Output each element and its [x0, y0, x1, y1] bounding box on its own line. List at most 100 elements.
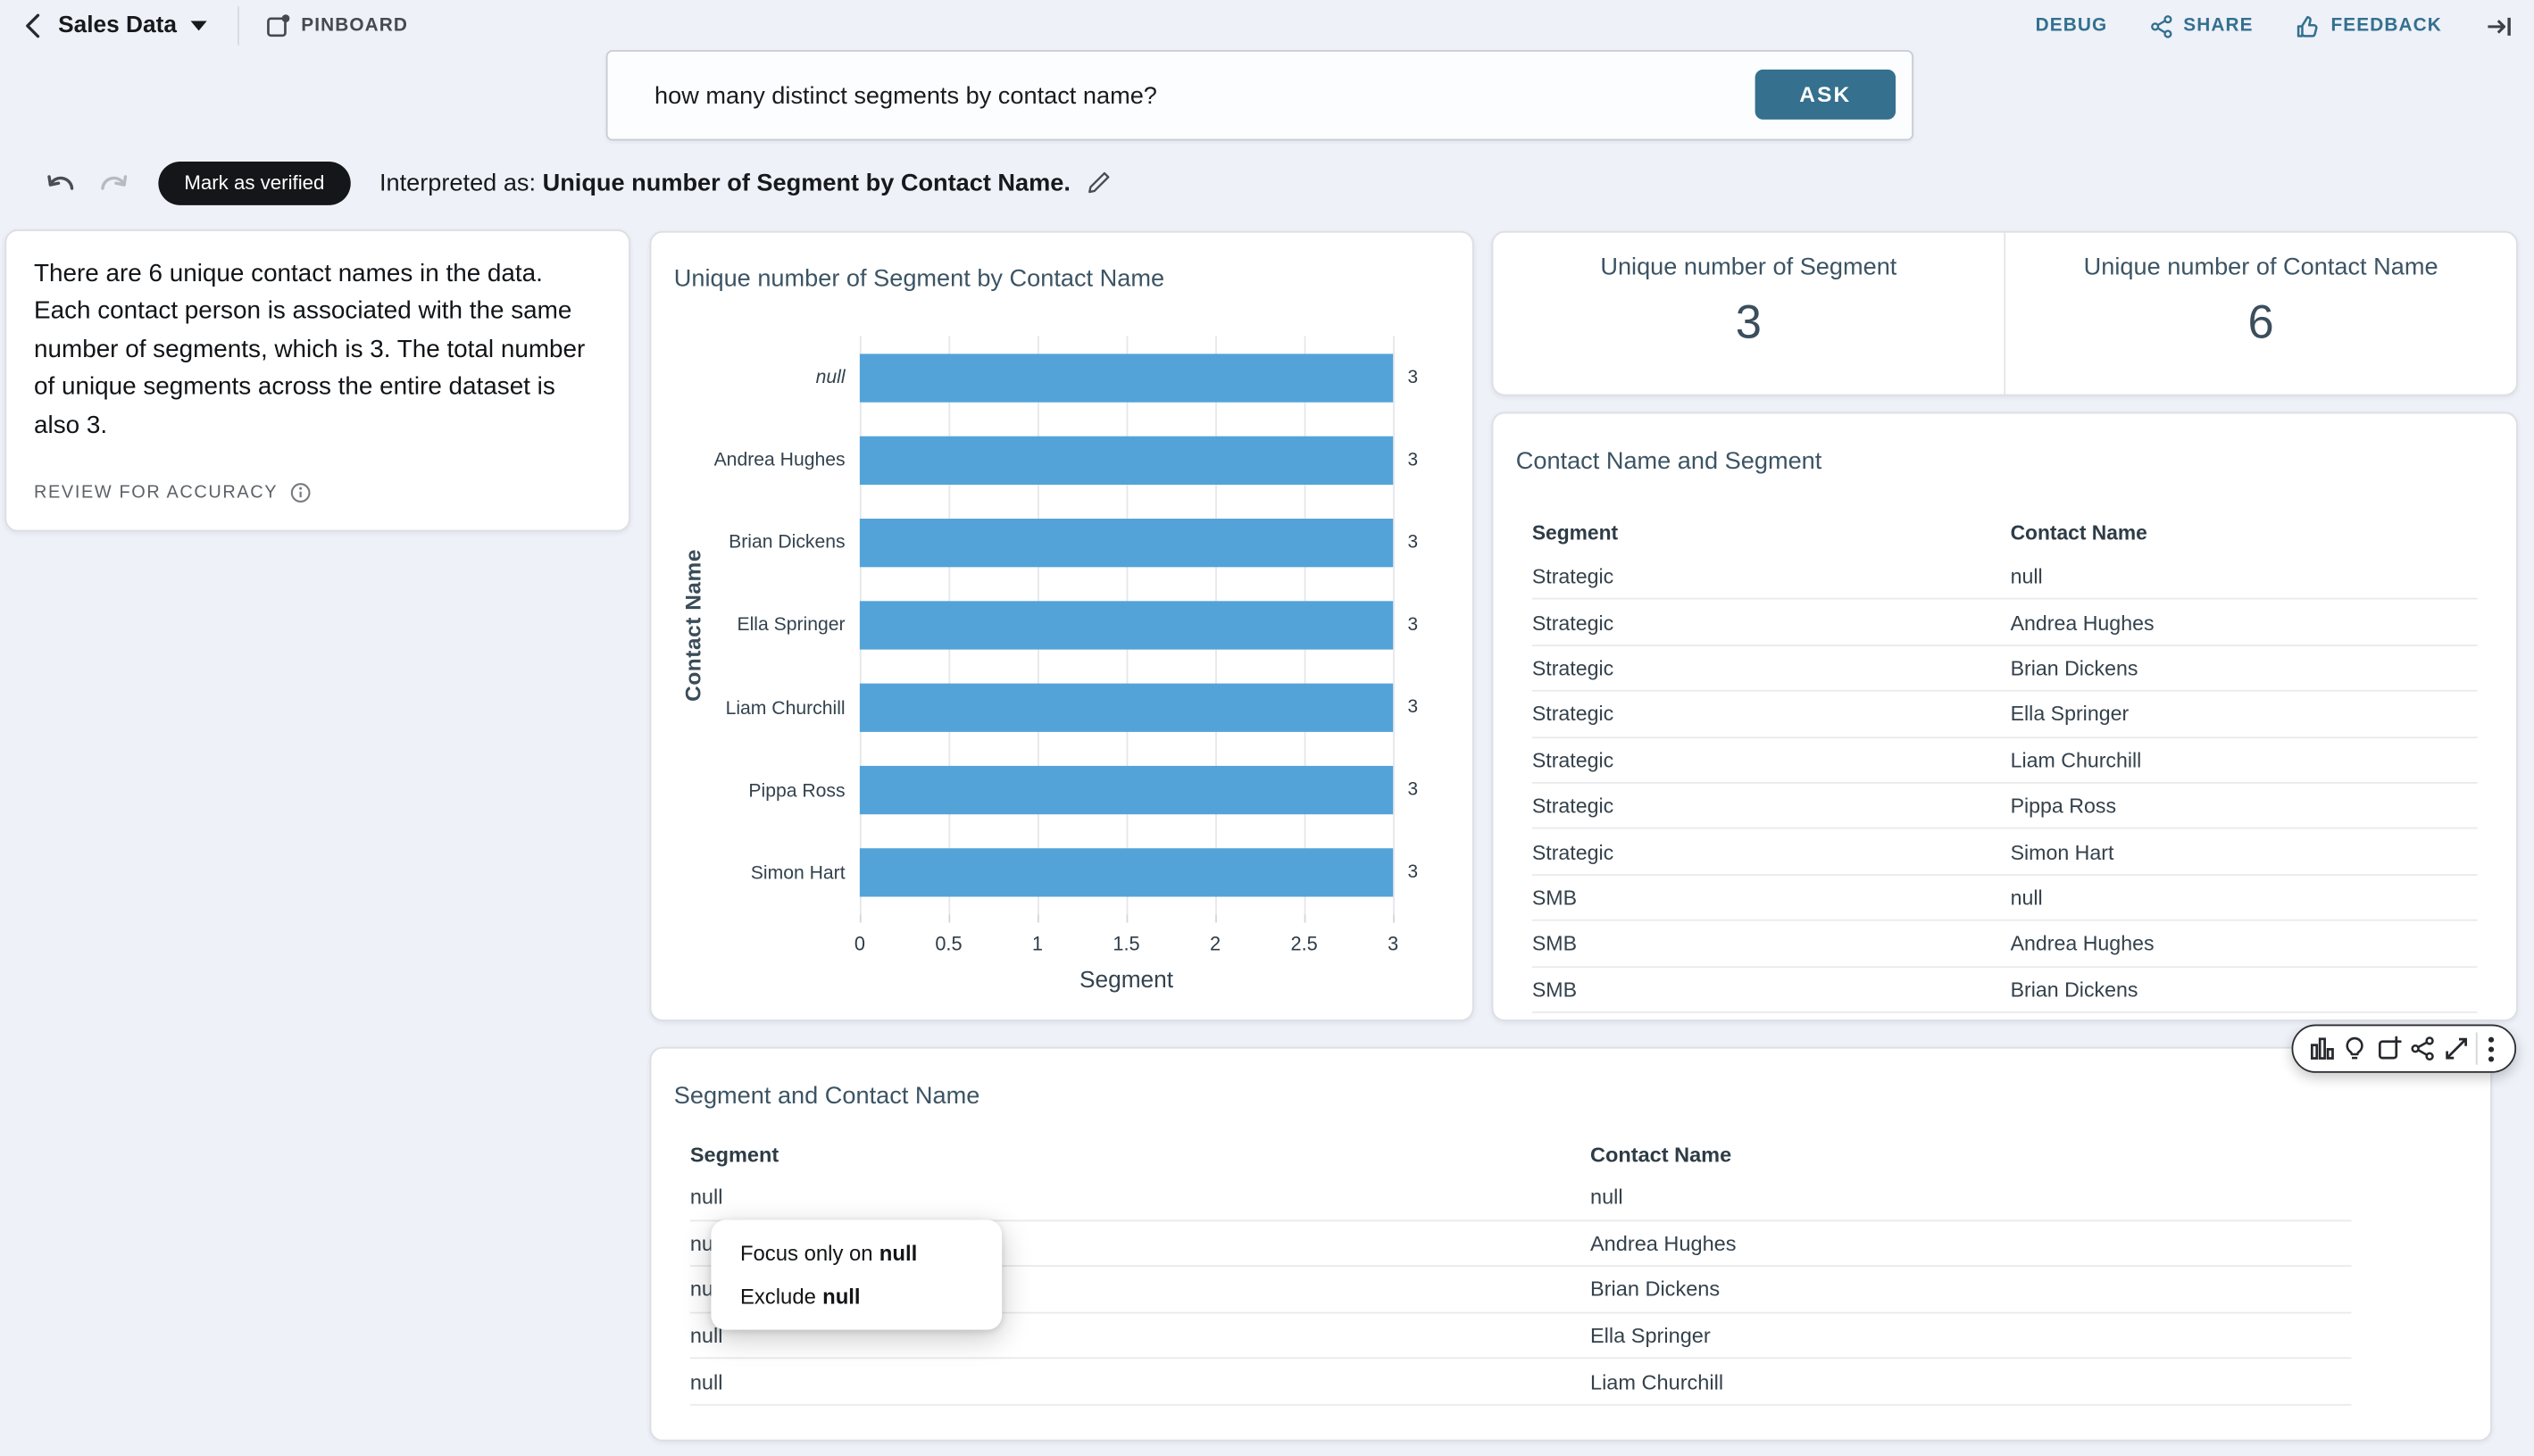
bar[interactable]: [859, 601, 1394, 650]
table-cell: Ella Springer: [1589, 1323, 1711, 1348]
bar-row: Pippa Ross 3: [748, 749, 1418, 832]
bar-row: Brian Dickens 3: [729, 502, 1418, 585]
feedback-button[interactable]: FEEDBACK: [2296, 12, 2442, 38]
table-cell: null: [689, 1369, 723, 1394]
category-label: Brian Dickens: [729, 532, 846, 553]
kpi-value: 6: [2247, 297, 2274, 349]
bar[interactable]: [859, 518, 1394, 567]
table-cell: Andrea Hughes: [2010, 610, 2155, 635]
kpi-card: Unique number of Segment 3 Unique number o…: [1491, 230, 2518, 396]
table-cell: Strategic: [1531, 702, 1614, 727]
table-row[interactable]: null null: [689, 1175, 2352, 1221]
bar[interactable]: [859, 683, 1394, 732]
column-header[interactable]: Contact Name: [1589, 1141, 1732, 1166]
x-tick-label: 1.5: [1113, 932, 1140, 955]
debug-button[interactable]: DEBUG: [2036, 16, 2108, 36]
x-tickmark: [1304, 914, 1306, 923]
x-tickmark: [1037, 914, 1039, 923]
column-header[interactable]: Contact Name: [2010, 521, 2147, 545]
caret-down-icon[interactable]: [189, 20, 209, 32]
chart-type-button[interactable]: [2308, 1035, 2336, 1062]
bar-value-label: 3: [1407, 450, 1419, 470]
table-row[interactable]: Strategic Pippa Ross: [1531, 784, 2478, 830]
bar-value-label: 3: [1407, 615, 1419, 636]
back-button[interactable]: [13, 4, 54, 46]
column-header[interactable]: Segment: [1531, 521, 1619, 545]
bar-row: Simon Hart 3: [751, 832, 1418, 915]
pin-to-board-button[interactable]: [2375, 1035, 2403, 1062]
interpreted-query: Unique number of Segment by Contact Name…: [542, 169, 1071, 196]
menu-item-focus-only[interactable]: Focus only on null: [739, 1241, 918, 1266]
undo-button[interactable]: [42, 163, 80, 202]
x-tickmark: [948, 914, 951, 923]
bar-plot: Segment 0 0.5 1 1.5 2 2.5 3 null 3 Andrea Hughes 3…: [714, 336, 1418, 994]
column-header[interactable]: Segment: [689, 1141, 779, 1166]
table-row[interactable]: null Ella Springer: [689, 1313, 2352, 1360]
share-viz-button[interactable]: [2409, 1035, 2437, 1062]
category-label: Andrea Hughes: [713, 449, 846, 471]
category-label: Ella Springer: [737, 614, 846, 636]
x-tickmark: [1215, 914, 1217, 923]
info-icon[interactable]: [289, 481, 312, 503]
pinboard-button[interactable]: PINBOARD: [265, 12, 408, 38]
collapse-panel-button[interactable]: [2484, 12, 2513, 41]
table-row[interactable]: Strategic Liam Churchill: [1531, 737, 2478, 784]
search-input[interactable]: [654, 51, 1560, 139]
share-icon: [2151, 14, 2172, 37]
ask-button[interactable]: ASK: [1755, 69, 1896, 120]
table-cell: Strategic: [1531, 655, 1614, 680]
table-row[interactable]: Strategic Andrea Hughes: [1531, 600, 2478, 646]
bar[interactable]: [859, 848, 1394, 897]
share-button[interactable]: SHARE: [2149, 13, 2253, 37]
edit-interpretation-button[interactable]: [1085, 168, 1114, 197]
redo-button[interactable]: [94, 163, 132, 202]
table-row[interactable]: SMB null: [1531, 876, 2478, 921]
menu-item-exclude[interactable]: Exclude null: [739, 1284, 861, 1310]
feedback-label: FEEDBACK: [2330, 16, 2442, 36]
chart-title: Unique number of Segment by Contact Name: [673, 264, 1165, 293]
x-tick-label: 0: [854, 932, 865, 955]
table-cell: null: [1589, 1185, 1623, 1210]
table-row[interactable]: SMB Andrea Hughes: [1531, 921, 2478, 968]
edit-pencil-icon: [1088, 171, 1111, 194]
bar[interactable]: [859, 436, 1394, 485]
bar[interactable]: [859, 766, 1394, 815]
table-row[interactable]: null Liam Churchill: [689, 1360, 2352, 1406]
insights-button[interactable]: [2341, 1035, 2369, 1062]
table-row[interactable]: Strategic Simon Hart: [1531, 829, 2478, 876]
contact-segment-table-card: Contact Name and Segment Segment Contact …: [1491, 412, 2518, 1021]
table-cell: Liam Churchill: [2010, 747, 2142, 772]
back-chevron-icon: [26, 13, 40, 38]
bar-value-label: 3: [1407, 863, 1419, 883]
undo-icon: [47, 175, 74, 190]
bar[interactable]: [859, 353, 1394, 402]
table-row[interactable]: Strategic Brian Dickens: [1531, 646, 2478, 692]
table-row[interactable]: Strategic null: [1531, 554, 2478, 601]
datasource-title[interactable]: Sales Data: [58, 12, 177, 39]
kpi-cell: Unique number of Contact Name 6: [2005, 233, 2516, 395]
share-label: SHARE: [2183, 16, 2254, 36]
table-cell: null: [2010, 564, 2043, 589]
more-menu-button[interactable]: [2484, 1035, 2500, 1062]
table-cell: Strategic: [1531, 747, 1614, 772]
pin-to-board-icon: [2379, 1036, 2402, 1060]
table-row[interactable]: Strategic Ella Springer: [1531, 692, 2478, 738]
table-row[interactable]: SMB Brian Dickens: [1531, 967, 2478, 1013]
x-tick-label: 0.5: [935, 932, 963, 955]
bar-row: Andrea Hughes 3: [714, 419, 1418, 502]
expand-button[interactable]: [2442, 1035, 2470, 1062]
kpi-label: Unique number of Segment: [1600, 254, 1897, 281]
table-cell: SMB: [1531, 931, 1578, 956]
x-tickmark: [1393, 914, 1395, 923]
table-cell: Simon Hart: [2010, 839, 2114, 864]
table-title: Segment and Contact Name: [673, 1082, 980, 1111]
mark-as-verified-button[interactable]: Mark as verified: [158, 161, 351, 204]
x-axis-title: Segment: [1079, 968, 1174, 994]
bar-value-label: 3: [1407, 532, 1419, 553]
table-cell: Brian Dickens: [1589, 1277, 1721, 1302]
review-for-accuracy: REVIEW FOR ACCURACY: [34, 481, 312, 503]
bar-value-label: 3: [1407, 780, 1419, 801]
table-header-row: Segment Contact Name: [690, 1133, 2352, 1175]
review-label: REVIEW FOR ACCURACY: [34, 483, 279, 503]
